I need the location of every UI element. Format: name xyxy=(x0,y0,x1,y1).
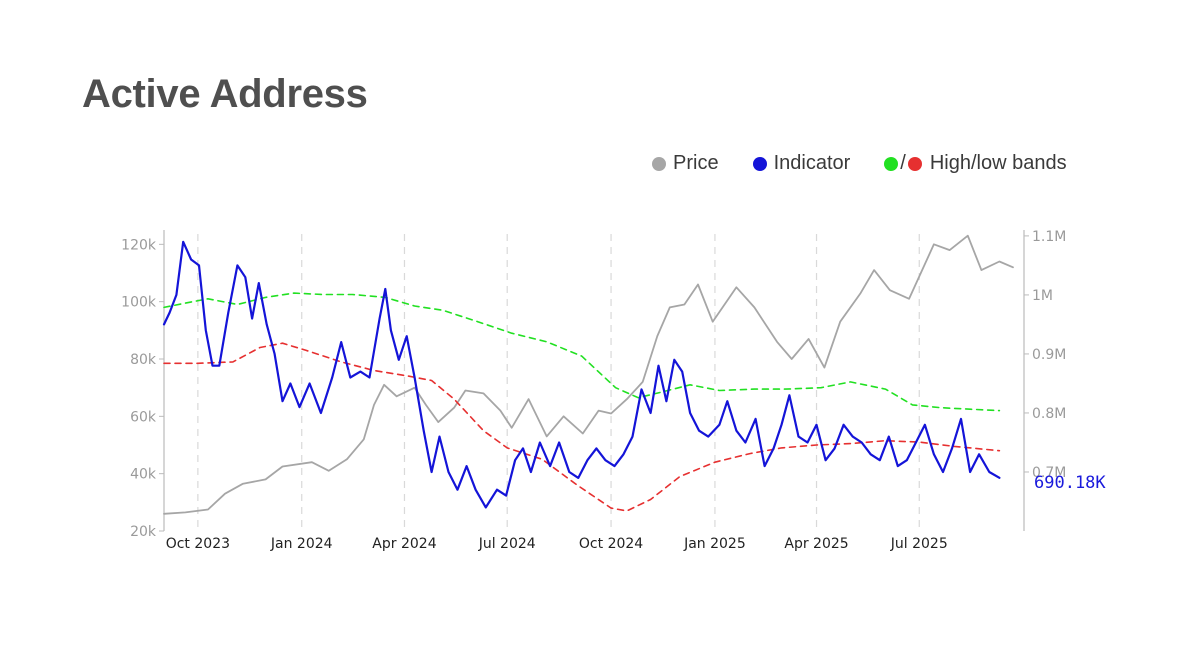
indicator-series-line xyxy=(162,240,1001,509)
low-band-legend-dot-icon xyxy=(907,156,922,171)
legend-slash: / xyxy=(900,152,906,174)
right-y-tick-label: 0.9M xyxy=(1032,347,1066,363)
x-tick-label: Jul 2025 xyxy=(890,536,948,552)
legend-item-price: Price xyxy=(652,152,719,175)
legend-item-bands: / High/low bands xyxy=(884,152,1067,175)
x-tick-label: Oct 2023 xyxy=(166,536,230,552)
high-band-series-line xyxy=(163,292,1001,412)
chart-labels: Oct 2023 Jan 2024 Apr 2024 Jul 2024 Oct 2024… xyxy=(121,229,1106,552)
left-y-tick-label: 40k xyxy=(130,467,157,483)
x-tick-label: Oct 2024 xyxy=(579,536,643,552)
legend-price-label: Price xyxy=(673,152,719,174)
indicator-legend-dot-icon xyxy=(752,156,767,171)
right-y-tick-label: 1M xyxy=(1032,288,1053,304)
chart-axes xyxy=(159,230,1029,532)
right-y-tick-label: 0.8M xyxy=(1032,406,1066,422)
left-y-tick-label: 100k xyxy=(121,295,157,311)
page-title: Active Address xyxy=(82,72,368,116)
x-tick-label: Jan 2025 xyxy=(683,536,746,552)
left-y-tick-label: 60k xyxy=(130,409,157,425)
legend-bands-label: High/low bands xyxy=(929,152,1067,174)
high-band-legend-dot-icon xyxy=(884,156,899,171)
x-tick-label: Apr 2025 xyxy=(784,536,848,552)
chart-legend: Price Indicator / High/low bands xyxy=(652,152,1067,175)
left-y-tick-label: 80k xyxy=(130,352,157,368)
left-y-tick-label: 20k xyxy=(130,524,157,540)
right-y-tick-label: 0.7M xyxy=(1032,465,1066,481)
price-series-line xyxy=(163,234,1014,515)
left-y-tick-label: 120k xyxy=(121,237,157,253)
indicator-last-value-label: 690.18K xyxy=(1034,473,1106,493)
right-y-tick-label: 1.1M xyxy=(1032,229,1066,245)
legend-indicator-label: Indicator xyxy=(773,152,851,174)
x-tick-label: Apr 2024 xyxy=(372,536,436,552)
legend-item-indicator: Indicator xyxy=(752,152,851,175)
x-tick-label: Jan 2024 xyxy=(270,536,333,552)
grid-lines xyxy=(197,234,920,531)
x-tick-label: Jul 2024 xyxy=(478,536,536,552)
chart-series xyxy=(162,234,1014,515)
price-legend-dot-icon xyxy=(652,156,666,171)
low-band-series-line xyxy=(163,342,1001,512)
